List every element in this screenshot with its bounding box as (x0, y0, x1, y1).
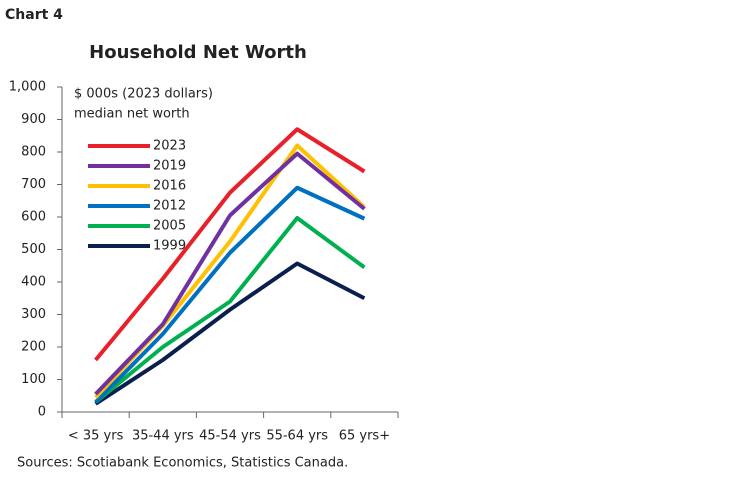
series-line (94, 151, 366, 396)
annotation: median net worth (74, 107, 190, 122)
series-line (94, 261, 366, 406)
series-line (94, 215, 366, 404)
y-tick-label: 0 (38, 405, 46, 420)
chart-label: Chart 4 (5, 7, 63, 23)
source: Sources: Scotiabank Economics, Statistic… (17, 456, 348, 471)
annotation: $ 000s (2023 dollars) (74, 87, 213, 102)
y-tick-label: 100 (21, 372, 46, 387)
chart-title: Household Net Worth (89, 42, 307, 63)
series-line (94, 185, 366, 404)
legend-label: 2012 (153, 199, 186, 214)
x-tick-label: < 35 yrs (68, 429, 124, 444)
legend-label: 1999 (153, 239, 186, 254)
y-tick-label: 600 (21, 210, 46, 225)
x-tick-label: 35-44 yrs (132, 429, 194, 444)
x-tick-label: 65 yrs+ (339, 429, 390, 444)
legend-label: 2019 (153, 159, 186, 174)
y-tick-label: 400 (21, 275, 46, 290)
x-tick-label: 55-64 yrs (266, 429, 328, 444)
legend-label: 2023 (153, 139, 186, 154)
y-tick-label: 500 (21, 242, 46, 257)
y-tick-label: 1,000 (9, 80, 46, 95)
y-tick-label: 700 (21, 177, 46, 192)
y-tick-label: 200 (21, 340, 46, 355)
legend-label: 2016 (153, 179, 186, 194)
series-line (94, 127, 366, 362)
y-tick-label: 900 (21, 112, 46, 127)
legend-label: 2005 (153, 219, 186, 234)
y-tick-label: 800 (21, 145, 46, 160)
x-tick-label: 45-54 yrs (199, 429, 261, 444)
y-tick-label: 300 (21, 307, 46, 322)
